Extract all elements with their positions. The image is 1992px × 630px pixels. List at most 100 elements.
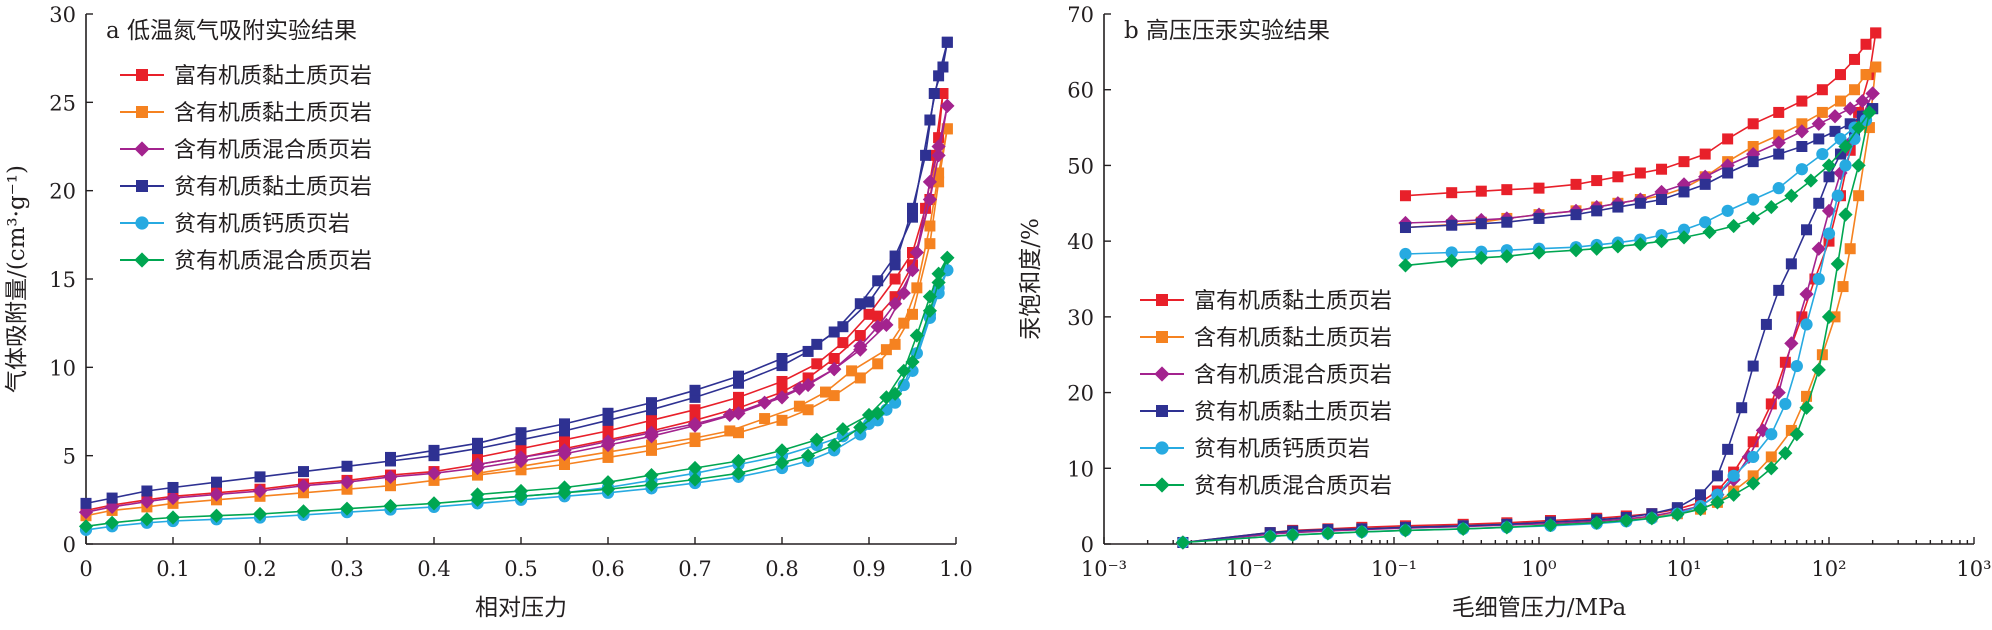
data-point — [1760, 318, 1772, 330]
data-point — [1765, 451, 1777, 463]
data-point — [776, 360, 788, 372]
x-tick-label: 0 — [79, 557, 92, 581]
y-tick-label: 15 — [49, 268, 76, 292]
data-point — [1773, 284, 1785, 296]
data-point — [1736, 402, 1748, 414]
data-point — [802, 404, 814, 416]
data-point — [863, 308, 875, 320]
x-tick-label: 10⁻² — [1226, 557, 1272, 581]
series-6 — [78, 250, 955, 534]
data-point — [1827, 109, 1843, 124]
data-point — [687, 460, 703, 476]
data-point — [922, 303, 937, 318]
data-point — [472, 437, 483, 449]
data-point — [933, 167, 945, 179]
panel-b-x-label: 毛细管压力/MPa — [1452, 595, 1627, 621]
data-point — [1796, 118, 1808, 130]
data-point — [1711, 470, 1723, 482]
data-point — [1656, 194, 1668, 205]
data-point — [383, 498, 398, 514]
data-point — [646, 397, 657, 409]
data-point — [854, 330, 866, 342]
data-point — [1823, 235, 1835, 247]
data-point — [646, 404, 657, 416]
legend-marker — [136, 69, 148, 81]
panel-a-x-label: 相对压力 — [475, 595, 567, 621]
data-point — [1784, 188, 1799, 203]
data-point — [724, 425, 736, 437]
data-point — [898, 317, 910, 329]
panel-a-y-ticks: 0 5 10 15 20 25 30 — [49, 3, 93, 557]
panel-mercury-intrusion: 10⁻³ 10⁻² 10⁻¹ 10⁰ 10¹ 10² 10³ 0 10 20 30 40 50 60 70… — [1018, 3, 1992, 621]
data-point — [383, 469, 398, 484]
data-point — [1702, 224, 1717, 240]
data-point — [1727, 469, 1740, 482]
data-point — [1570, 178, 1582, 190]
y-tick-label: 30 — [1067, 306, 1094, 330]
data-point — [426, 466, 442, 481]
data-point — [731, 453, 746, 469]
legend-label: 含有机质混合质页岩 — [174, 138, 372, 163]
series-line-desorption — [390, 42, 949, 459]
data-point — [1811, 241, 1826, 256]
data-point — [872, 275, 884, 287]
x-tick-label: 10⁻¹ — [1371, 557, 1417, 581]
data-point — [1475, 185, 1487, 197]
data-point — [1799, 287, 1814, 302]
legend-marker — [136, 180, 148, 192]
data-point — [1821, 203, 1837, 218]
data-point — [1531, 245, 1547, 260]
data-point — [889, 396, 902, 409]
legend-item: 贫有机质钙质页岩 — [1140, 437, 1370, 462]
data-point — [879, 390, 894, 405]
x-tick-label: 0.4 — [417, 557, 450, 581]
data-point — [801, 448, 816, 463]
data-point — [687, 416, 703, 431]
data-point — [1446, 187, 1458, 199]
data-point — [1796, 95, 1808, 107]
data-point — [1699, 178, 1711, 190]
data-point — [880, 344, 892, 356]
data-point — [600, 475, 616, 490]
y-tick-label: 10 — [49, 356, 76, 380]
data-point — [1772, 182, 1785, 195]
legend-item: 贫有机质混合质页岩 — [1140, 474, 1392, 499]
data-point — [687, 472, 703, 487]
data-point — [837, 337, 849, 349]
x-tick-label: 0.5 — [504, 557, 537, 581]
legend-marker — [136, 106, 148, 118]
panel-b-y-label: 汞饱和度/% — [1018, 218, 1044, 340]
series-line-desorption — [477, 257, 949, 496]
data-point — [1784, 336, 1799, 351]
legend-item: 贫有机质黏土质页岩 — [1140, 400, 1392, 425]
data-point — [1778, 446, 1793, 461]
data-point — [896, 363, 911, 378]
data-point — [470, 487, 485, 502]
x-tick-label: 0.2 — [243, 557, 276, 581]
legend-label: 贫有机质黏土质页岩 — [1194, 400, 1392, 425]
data-point — [922, 174, 937, 189]
data-point — [1860, 69, 1872, 81]
data-point — [1678, 156, 1690, 168]
data-point — [1444, 253, 1459, 268]
data-point — [1764, 461, 1779, 476]
data-point — [1456, 521, 1471, 536]
data-point — [689, 432, 701, 444]
data-point — [909, 328, 924, 343]
data-point — [1499, 520, 1514, 535]
series-6 — [1175, 105, 1877, 550]
data-point — [792, 381, 807, 396]
data-point — [1695, 489, 1707, 501]
data-point — [1853, 190, 1865, 202]
data-point — [907, 211, 918, 223]
data-point — [1796, 311, 1808, 323]
data-point — [1263, 529, 1278, 544]
legend-label: 贫有机质黏土质页岩 — [174, 175, 372, 200]
data-point — [1710, 495, 1725, 510]
data-point — [933, 70, 945, 82]
data-point — [1816, 84, 1828, 96]
data-point — [1765, 398, 1777, 410]
data-point — [776, 414, 788, 426]
x-tick-label: 0.7 — [678, 557, 711, 581]
data-point — [1747, 193, 1760, 206]
